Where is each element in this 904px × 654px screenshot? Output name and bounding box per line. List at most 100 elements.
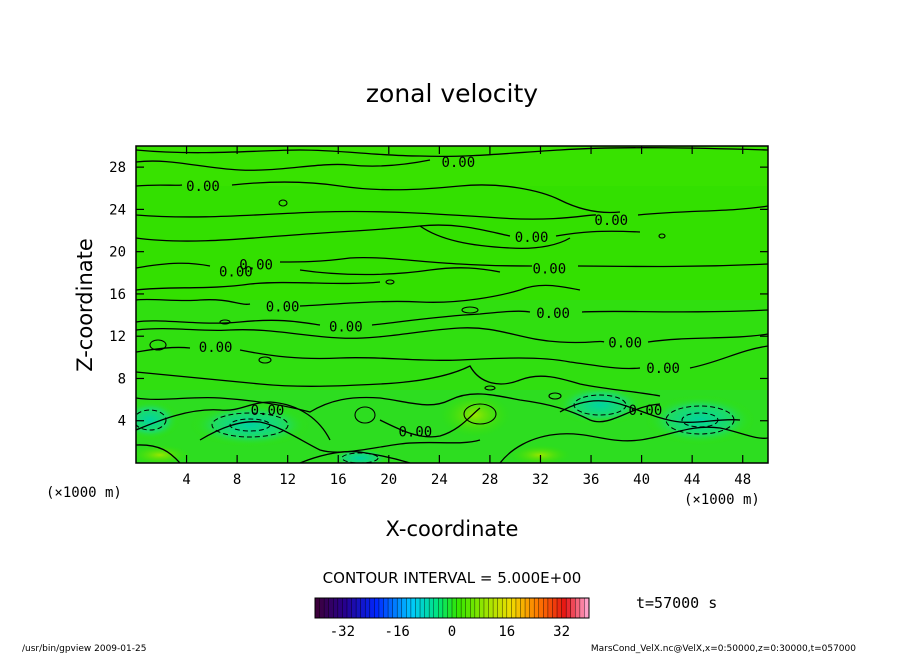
colorbar-cell xyxy=(319,598,325,618)
contour-line xyxy=(136,309,768,326)
colorbar-cell xyxy=(337,598,343,618)
colorbar-cell xyxy=(543,598,549,618)
colorbar-cell xyxy=(584,598,590,618)
colorbar-cell xyxy=(333,598,339,618)
contour-label: 0.00 xyxy=(219,265,253,281)
plot-area: 0.000.000.000.000.000.00 0.000.00 0.000.00… xyxy=(136,146,768,463)
colorbar-cell xyxy=(383,598,389,618)
field-blob-yellow xyxy=(510,445,570,463)
colorbar-cell xyxy=(470,598,476,618)
colorbar-tick-label: 32 xyxy=(553,624,570,640)
contour-speck xyxy=(463,403,497,425)
field-band xyxy=(136,146,768,186)
colorbar-cell xyxy=(342,598,348,618)
colorbar-tick-label: -16 xyxy=(385,624,410,640)
negative-contour xyxy=(573,394,627,416)
field-band xyxy=(136,300,768,390)
contour-label: 0.00 xyxy=(629,403,663,419)
colorbar-cell xyxy=(525,598,531,618)
y-tick-label: 24 xyxy=(109,202,126,218)
x-tick-label: 44 xyxy=(684,472,701,488)
contour-interval-label: CONTOUR INTERVAL = 5.000E+00 xyxy=(323,569,582,587)
colorbar-cell xyxy=(506,598,512,618)
x-axis-label: X-coordinate xyxy=(386,517,519,541)
colorbar-cell xyxy=(429,598,435,618)
colorbar-cell xyxy=(410,598,416,618)
contour-label: 0.00 xyxy=(532,262,566,278)
colorbar-cell xyxy=(538,598,544,618)
contour-label: 0.00 xyxy=(329,320,363,336)
contour-specks xyxy=(149,199,666,425)
field-blob-cyan xyxy=(136,400,180,440)
colorbar-cell xyxy=(566,598,572,618)
negative-contour xyxy=(681,412,719,428)
colorbar-cell xyxy=(365,598,371,618)
negative-contour xyxy=(341,452,379,463)
colorbar-cell xyxy=(328,598,334,618)
field-blob-cyan xyxy=(190,403,310,447)
contour-line xyxy=(136,284,581,307)
contour-label: 0.00 xyxy=(266,300,300,316)
colorbar-cell xyxy=(534,598,540,618)
field-blob-cyan xyxy=(330,448,390,463)
contour-label: 0.00 xyxy=(594,213,628,229)
colorbar-cell xyxy=(324,598,330,618)
x-tick-label: 48 xyxy=(734,472,751,488)
contour-line xyxy=(136,401,481,441)
colorbar-cell xyxy=(520,598,526,618)
colorbar-cell xyxy=(397,598,403,618)
contour-line xyxy=(136,205,768,220)
negative-contour xyxy=(665,405,735,435)
colorbar-cell xyxy=(356,598,362,618)
colorbar-cell xyxy=(433,598,439,618)
colorbar-cell xyxy=(424,598,430,618)
colorbar-cell xyxy=(461,598,467,618)
footer-left: /usr/bin/gpview 2009-01-25 xyxy=(22,644,146,654)
colorbar-tick-label: -32 xyxy=(330,624,355,640)
y-axis-label: Z-coordinate xyxy=(73,238,97,372)
contour-line xyxy=(136,181,621,214)
x-tick-label: 36 xyxy=(583,472,600,488)
colorbar-cell xyxy=(392,598,398,618)
negative-contour xyxy=(136,409,167,431)
colorbar-frame xyxy=(314,597,590,619)
contour-label: 0.00 xyxy=(536,306,570,322)
contour-line xyxy=(136,327,768,344)
colorbar-cell xyxy=(388,598,394,618)
contour-speck xyxy=(278,199,288,207)
footer-right: MarsCond_VelX.nc@VelX,x=0:50000,z=0:3000… xyxy=(591,644,856,654)
x-tick-label: 32 xyxy=(532,472,549,488)
colorbar-cell xyxy=(369,598,375,618)
contour-line xyxy=(136,281,381,291)
colorbar-cell xyxy=(483,598,490,618)
time-label: t=57000 s xyxy=(636,594,717,612)
negative-contours xyxy=(136,394,735,463)
field-blob-yellow xyxy=(440,393,510,437)
plot-frame xyxy=(135,145,769,464)
colorbar-cell xyxy=(346,598,353,618)
contour-label: 0.00 xyxy=(186,179,220,195)
colorbar-cell xyxy=(502,598,508,618)
contour-line xyxy=(419,225,571,250)
contour-line xyxy=(136,365,661,397)
contour-speck xyxy=(149,339,167,351)
colorbar-cell xyxy=(511,598,517,618)
colorbar-cell xyxy=(497,598,503,618)
colorbar-cell xyxy=(438,598,444,618)
colorbar-cell xyxy=(479,598,485,618)
colorbar-cell xyxy=(552,598,558,618)
contour-line xyxy=(136,393,661,423)
contour-line xyxy=(136,345,768,370)
contour-line xyxy=(199,421,481,453)
contour-line xyxy=(559,400,741,424)
colorbar-cell xyxy=(452,598,458,618)
contour-line xyxy=(136,426,768,463)
colorbar-cell xyxy=(575,598,581,618)
contour-line xyxy=(136,159,431,171)
colorbar-cell xyxy=(420,598,426,618)
contour-label: 0.00 xyxy=(239,257,273,273)
y-tick-label: 8 xyxy=(118,371,126,387)
x-tick-label: 4 xyxy=(182,472,190,488)
contour-line xyxy=(299,267,501,276)
